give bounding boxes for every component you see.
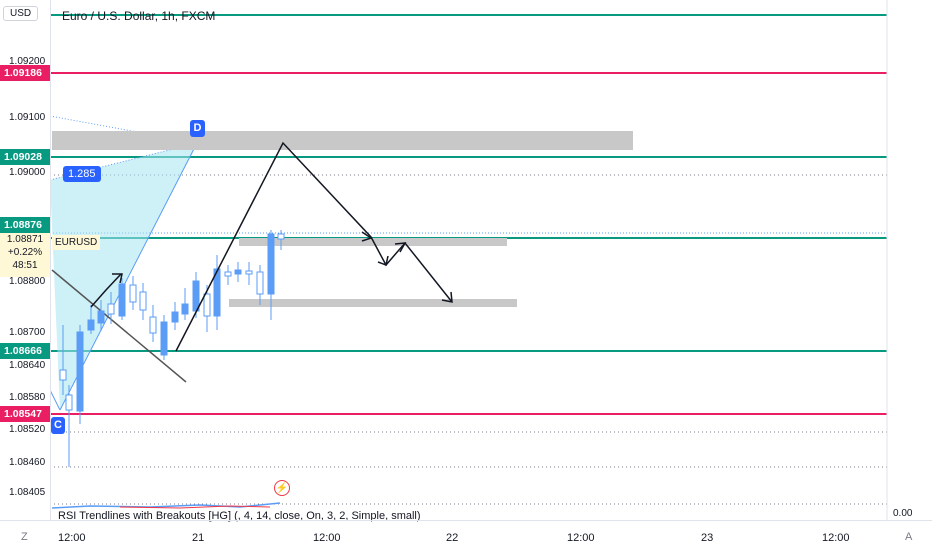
price-tag: 1.08666 bbox=[0, 343, 50, 359]
pattern-point-d[interactable]: D bbox=[190, 120, 205, 137]
price-tick: 1.09100 bbox=[9, 112, 46, 123]
currency-button[interactable]: USD bbox=[3, 6, 39, 21]
time-axis[interactable]: Z 12:00 21 12:00 22 12:00 23 12:00 A bbox=[0, 520, 932, 551]
pattern-point-c[interactable]: C bbox=[51, 417, 65, 434]
price-tick: 1.08460 bbox=[9, 457, 46, 468]
zone-bottom bbox=[229, 299, 517, 307]
symbol-tag: EURUSD bbox=[52, 235, 101, 250]
last-price-value: 1.08871 bbox=[6, 234, 44, 245]
price-tick: 1.08405 bbox=[9, 487, 46, 498]
indicator-legend[interactable]: RSI Trendlines with Breakouts [HG] (, 4,… bbox=[58, 510, 421, 522]
candles bbox=[59, 230, 285, 467]
pattern-triangle bbox=[50, 143, 197, 410]
price-tick: 1.08800 bbox=[9, 276, 46, 287]
zone-top bbox=[52, 131, 633, 150]
last-price-change: +0.22% bbox=[7, 247, 43, 258]
time-label: 23 bbox=[701, 532, 714, 544]
time-label: 12:00 bbox=[822, 532, 850, 544]
indicator-value: 0.00 bbox=[893, 508, 913, 519]
price-tick: 1.09200 bbox=[9, 56, 46, 67]
time-label: 12:00 bbox=[567, 532, 595, 544]
pattern-ratio-label[interactable]: 1.285 bbox=[63, 166, 101, 182]
price-tag: 1.09186 bbox=[0, 65, 50, 81]
time-label: 12:00 bbox=[313, 532, 341, 544]
lightning-alert-icon[interactable]: ⚡ bbox=[274, 480, 290, 496]
time-label: 22 bbox=[446, 532, 459, 544]
last-price-countdown: 48:51 bbox=[12, 260, 38, 271]
indicator-line-red bbox=[119, 505, 271, 509]
projection-path bbox=[90, 141, 453, 352]
trend-line bbox=[51, 269, 187, 383]
price-tag: 1.08547 bbox=[0, 406, 50, 422]
pattern-c-leg bbox=[49, 389, 61, 411]
price-tick: 1.09000 bbox=[9, 167, 46, 178]
last-price-box: 1.08871 +0.22% 48:51 bbox=[0, 233, 50, 277]
price-tick: 1.08580 bbox=[9, 392, 46, 403]
time-label: 12:00 bbox=[58, 532, 86, 544]
price-tick: 1.08520 bbox=[9, 424, 46, 435]
auto-scale-toggle[interactable]: A bbox=[905, 531, 913, 543]
symbol-title: Euro / U.S. Dollar, 1h, FXCM bbox=[62, 9, 216, 23]
price-tick: 1.08640 bbox=[9, 360, 46, 371]
time-label: 21 bbox=[192, 532, 205, 544]
pattern-dotted-2 bbox=[49, 115, 198, 144]
price-tick: 1.08700 bbox=[9, 327, 46, 338]
timezone-toggle[interactable]: Z bbox=[21, 531, 28, 543]
price-tag: 1.09028 bbox=[0, 149, 50, 165]
price-tag: 1.08876 bbox=[0, 217, 50, 233]
